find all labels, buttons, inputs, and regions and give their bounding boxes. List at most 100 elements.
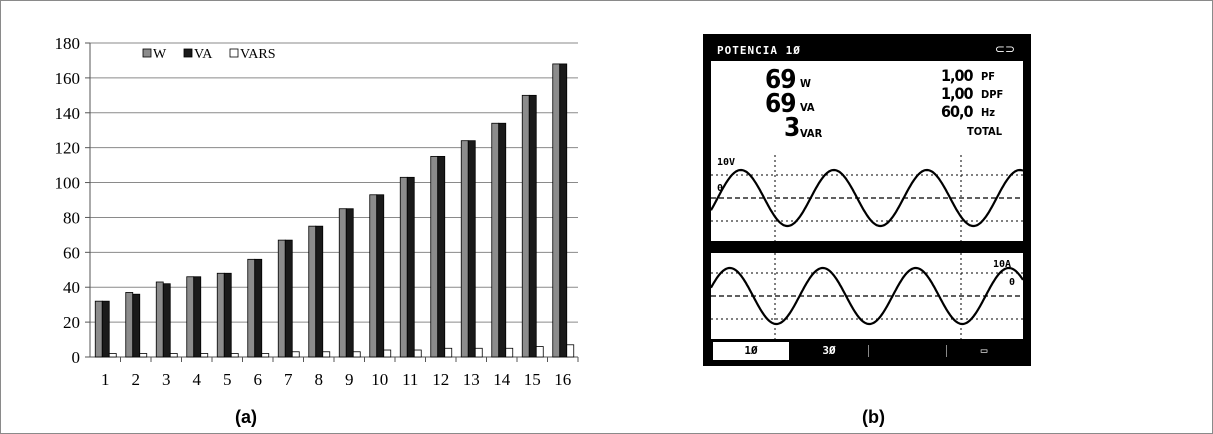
x-tick-label: 9 (345, 370, 354, 389)
bar-vars (566, 344, 575, 358)
pf-unit: PF (981, 70, 996, 83)
x-tick-label: 7 (284, 370, 293, 389)
bar-vars (444, 347, 453, 358)
bar-w (186, 276, 195, 358)
meter-title: POTENCIA 1Ø (717, 44, 801, 57)
bar-w (399, 176, 408, 358)
y-tick-label: 20 (63, 313, 80, 332)
y-tick-label: 0 (72, 348, 81, 367)
y-tick-label: 100 (55, 174, 81, 193)
var-value: 3 (784, 113, 800, 143)
bar-va (467, 140, 476, 358)
x-tick-label: 8 (315, 370, 324, 389)
caption-a: (a) (235, 407, 257, 427)
tab-empty[interactable] (869, 342, 945, 360)
hz-unit: Hz (981, 106, 996, 119)
var-unit: VAR (800, 127, 823, 140)
meter-tabs: 1Ø 3Ø ▭ (711, 340, 1023, 362)
bar-va (498, 122, 507, 358)
current-zero-label: 0 (1009, 277, 1016, 288)
bar-va (193, 276, 202, 358)
bar-va (254, 258, 263, 358)
bar-va (437, 155, 446, 358)
total-label: TOTAL (967, 125, 1003, 138)
bar-vars (322, 351, 331, 358)
bar-va (406, 176, 415, 358)
y-tick-label: 140 (55, 104, 81, 123)
bar-vars (291, 351, 300, 358)
y-tick-label: 40 (63, 278, 80, 297)
bar-vars (383, 349, 392, 358)
legend-swatch-vars (229, 48, 239, 58)
legend-swatch-va (183, 48, 193, 58)
bar-vars (474, 347, 483, 358)
display-icon[interactable]: ▭ (980, 344, 988, 357)
x-tick-label: 14 (493, 370, 511, 389)
bar-w (552, 63, 561, 358)
bar-w (155, 281, 164, 358)
bar-w (460, 140, 469, 358)
voltage-zero-label: 0 (717, 183, 724, 194)
x-tick-label: 1 (101, 370, 110, 389)
watts-value: 69 (765, 65, 797, 95)
x-tick-label: 13 (463, 370, 480, 389)
x-tick-label: 15 (524, 370, 541, 389)
bar-va (376, 194, 385, 358)
bar-vars (200, 353, 209, 358)
pf-value: 1,00 (941, 66, 974, 85)
bar-va (223, 272, 232, 358)
bar-w (521, 94, 530, 358)
y-tick-label: 60 (63, 243, 80, 262)
tab-single-phase[interactable]: 1Ø (713, 342, 789, 360)
bar-va (559, 63, 568, 358)
hz-value: 60,0 (941, 102, 974, 121)
plug-icon: ⊂⊃ (994, 42, 1015, 56)
voltage-waveform-panel: 10V 0 (710, 155, 1024, 241)
bar-vars (535, 346, 544, 358)
bar-vars (352, 351, 361, 358)
y-tick-label: 80 (63, 208, 80, 227)
legend-swatch-w (142, 48, 152, 58)
bar-w (125, 292, 134, 358)
caption-b: (b) (862, 407, 885, 427)
va-unit: VA (800, 101, 815, 114)
x-tick-label: 12 (432, 370, 449, 389)
voltage-waveform (710, 155, 1024, 241)
va-value: 69 (765, 89, 797, 119)
x-tick-label: 11 (402, 370, 418, 389)
x-tick-label: 5 (223, 370, 232, 389)
bar-va (315, 225, 324, 358)
bar-vars (230, 353, 239, 358)
bar-w (216, 272, 225, 358)
x-tick-label: 4 (193, 370, 202, 389)
bar-w (308, 225, 317, 358)
tab-three-phase[interactable]: 3Ø (822, 344, 836, 357)
bar-vars (169, 353, 178, 358)
x-tick-label: 6 (254, 370, 263, 389)
bar-va (132, 293, 141, 358)
legend-label-w: W (153, 47, 167, 62)
current-waveform (710, 253, 1024, 339)
legend-label-va: VA (194, 47, 213, 62)
legend-label-vars: VARS (240, 47, 276, 62)
dpf-value: 1,00 (941, 84, 974, 103)
bar-w (491, 122, 500, 358)
bar-vars (139, 353, 148, 358)
x-tick-label: 3 (162, 370, 171, 389)
bar-va (528, 94, 537, 358)
waveform-trace (710, 168, 1024, 228)
bar-va (162, 283, 171, 358)
current-scale: 10A (993, 259, 1012, 270)
bar-w (277, 239, 286, 358)
dpf-unit: DPF (981, 88, 1004, 101)
x-tick-label: 16 (554, 370, 571, 389)
bar-w (338, 208, 347, 358)
bar-w (430, 155, 439, 358)
bar-vars (413, 349, 422, 358)
y-tick-label: 120 (55, 139, 81, 158)
bar-va (345, 208, 354, 358)
watts-unit: W (800, 77, 811, 90)
bar-vars (108, 353, 117, 358)
current-waveform-panel: 10A 0 (710, 253, 1024, 339)
x-tick-label: 2 (132, 370, 141, 389)
